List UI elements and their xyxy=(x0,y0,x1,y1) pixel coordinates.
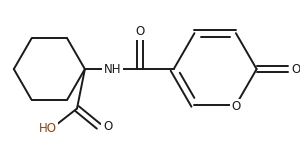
Text: O: O xyxy=(292,63,300,76)
Text: O: O xyxy=(103,120,112,133)
Text: O: O xyxy=(136,25,145,38)
Text: HO: HO xyxy=(38,122,56,135)
Text: O: O xyxy=(231,100,241,113)
Text: NH: NH xyxy=(104,63,121,76)
